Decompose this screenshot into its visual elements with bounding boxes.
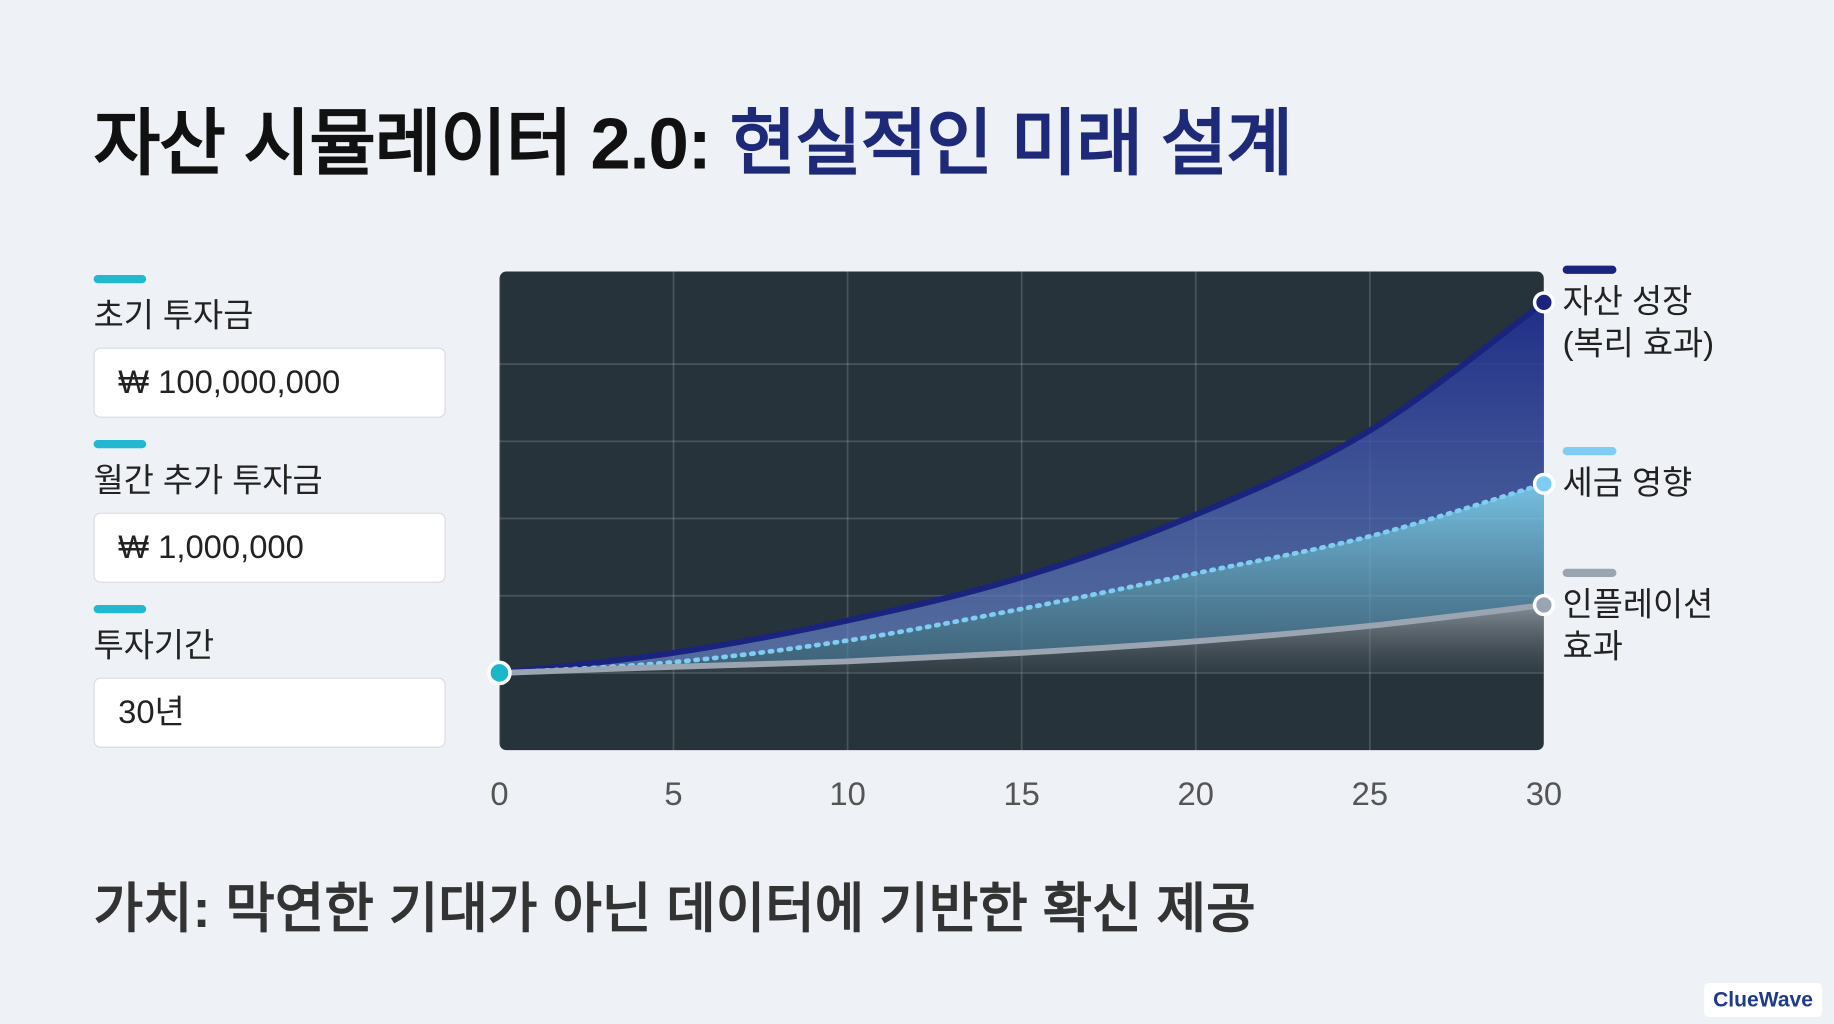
x-tick-label: 30 <box>1526 775 1562 812</box>
x-tick-label: 15 <box>1003 775 1039 812</box>
accent-bar <box>93 605 147 614</box>
title-highlight: 현실적인 미래 설계 <box>729 104 1294 185</box>
brand: ClueWave <box>1703 983 1823 1017</box>
end-point <box>1532 291 1556 314</box>
title: 자산 시뮬레이터 2.0: 현실적인 미래 설계 <box>93 84 1294 189</box>
end-point <box>1532 472 1556 495</box>
footer: 가치: 막연한 기대가 아닌 데이터에 기반한 확신 제공 <box>93 877 1256 939</box>
legend-swatch <box>1562 447 1617 456</box>
x-tick-label: 10 <box>829 775 865 812</box>
x-tick-label: 20 <box>1178 775 1214 812</box>
title-prefix: 자산 시뮬레이터 2.0: <box>93 104 712 185</box>
legend-label: 인플레이션 효과 <box>1562 586 1714 665</box>
input-label: 초기 투자금 <box>93 297 254 334</box>
input-label: 투자기간 <box>93 627 215 664</box>
series-line <box>496 602 1547 676</box>
legend-swatch <box>1562 266 1617 275</box>
start-point <box>487 660 512 686</box>
input-label: 월간 추가 투자금 <box>93 462 323 499</box>
accent-bar <box>93 440 147 449</box>
input-field[interactable]: ₩ 1,000,000 <box>93 512 446 583</box>
legend-label: 세금 영향 <box>1562 465 1693 502</box>
series-line <box>497 481 1547 676</box>
accent-bar <box>93 275 147 284</box>
legend-label: 자산 성장 (복리 효과) <box>1562 283 1715 363</box>
input-field[interactable]: ₩ 100,000,000 <box>93 347 446 418</box>
x-tick-label: 0 <box>490 775 508 812</box>
input-field[interactable]: 30년 <box>93 677 446 748</box>
end-point <box>1532 593 1556 617</box>
x-tick-label: 5 <box>664 775 682 812</box>
legend-swatch <box>1562 568 1617 577</box>
series-line <box>496 299 1547 676</box>
area-band <box>499 483 1544 673</box>
area-band <box>499 302 1544 673</box>
x-tick-label: 25 <box>1352 775 1388 812</box>
area-band <box>499 605 1544 673</box>
